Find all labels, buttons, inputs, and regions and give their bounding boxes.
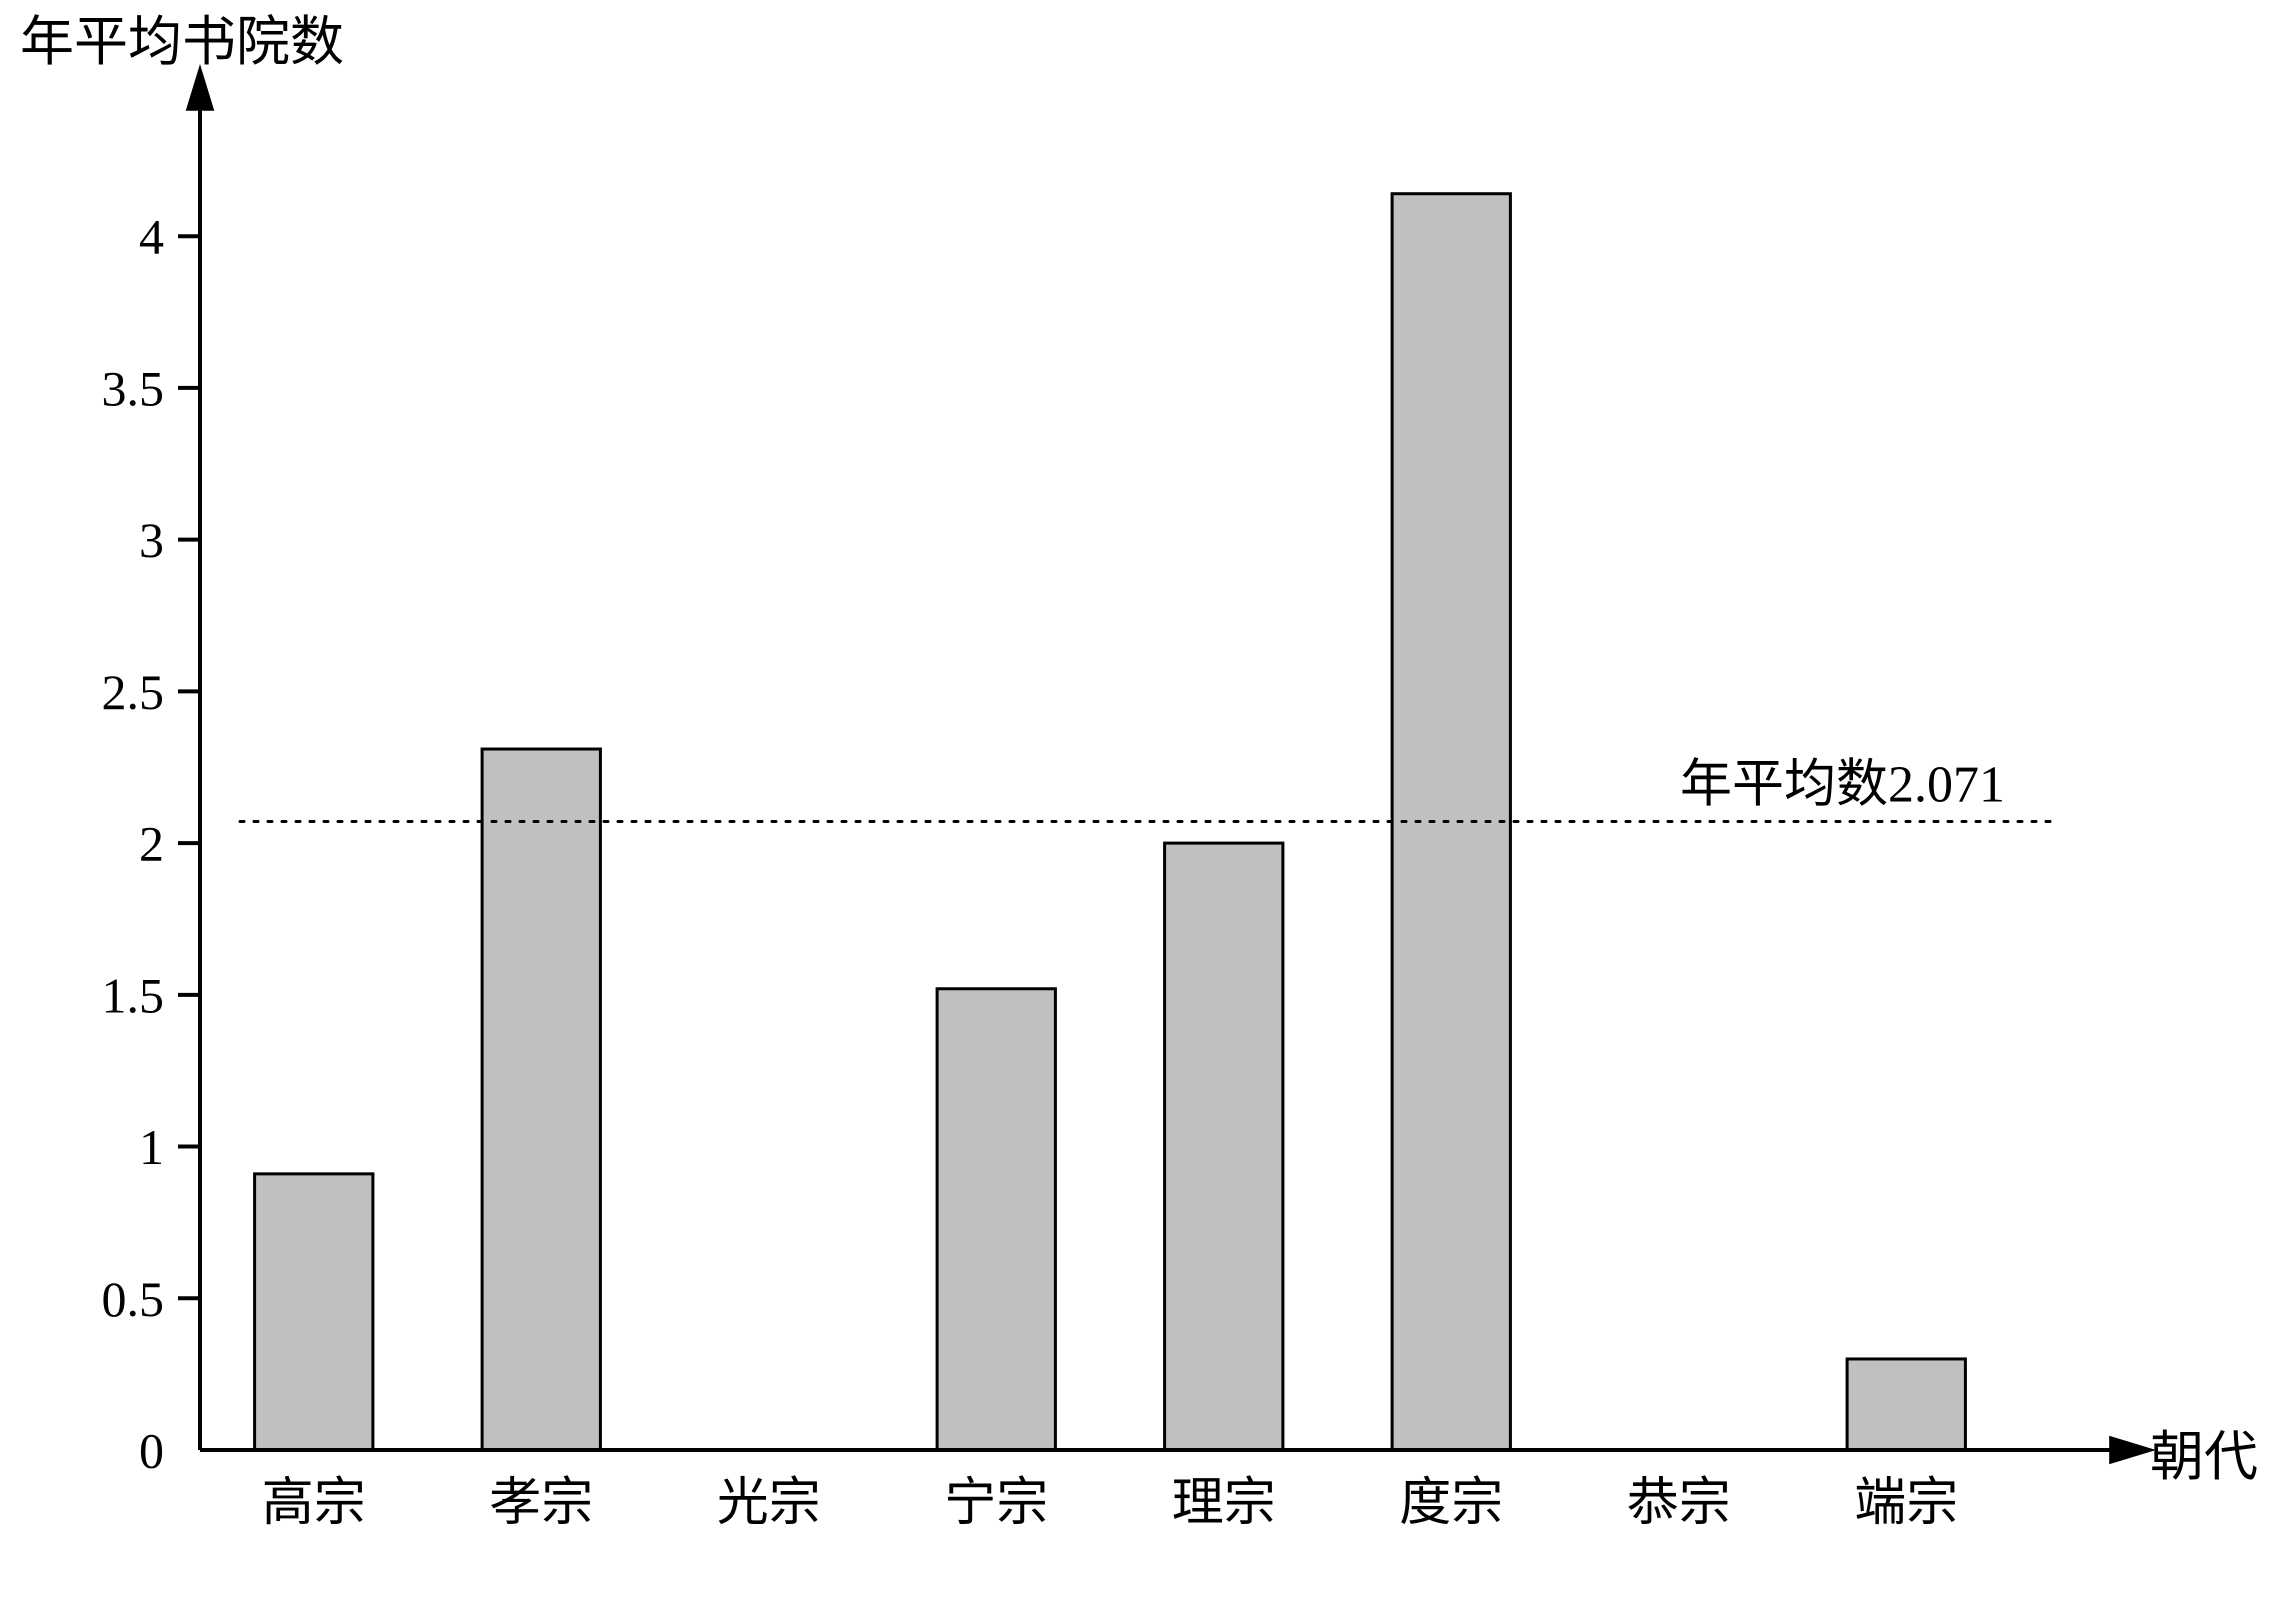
y-axis-title: 年平均书院数 bbox=[20, 12, 344, 72]
category-label: 高宗 bbox=[262, 1474, 366, 1532]
bar bbox=[937, 989, 1055, 1450]
y-tick-label: 4 bbox=[139, 209, 164, 265]
bar bbox=[1847, 1359, 1965, 1450]
bar bbox=[255, 1174, 373, 1450]
category-label: 端宗 bbox=[1854, 1474, 1958, 1532]
bar bbox=[1392, 194, 1510, 1450]
bar bbox=[1165, 843, 1283, 1450]
category-label: 光宗 bbox=[717, 1474, 821, 1532]
category-label: 宁宗 bbox=[944, 1474, 1048, 1532]
y-tick-label: 3 bbox=[139, 512, 164, 568]
category-label: 理宗 bbox=[1172, 1474, 1276, 1532]
category-label: 度宗 bbox=[1399, 1474, 1503, 1532]
y-tick-label: 0.5 bbox=[102, 1271, 165, 1327]
x-axis-title: 朝代 bbox=[2150, 1427, 2258, 1487]
chart-container: 高宗 孝宗 光宗 宁宗 理宗 度宗 恭宗 端宗 年平均数2.071 0 0.5 1 1.5 2 2.5 3 3.… bbox=[0, 0, 2294, 1604]
y-tick-label: 1.5 bbox=[102, 967, 165, 1023]
reference-label: 年平均数2.071 bbox=[1680, 757, 2005, 814]
y-tick-label: 3.5 bbox=[102, 360, 165, 416]
y-tick-label: 2.5 bbox=[102, 664, 165, 720]
y-tick-label: 0 bbox=[139, 1423, 164, 1479]
bar-chart: 高宗 孝宗 光宗 宁宗 理宗 度宗 恭宗 端宗 年平均数2.071 0 0.5 1 1.5 2 2.5 3 3.… bbox=[0, 0, 2294, 1604]
y-tick-label: 2 bbox=[139, 816, 164, 872]
y-tick-label: 1 bbox=[139, 1119, 164, 1175]
category-label: 恭宗 bbox=[1627, 1474, 1731, 1532]
category-label: 孝宗 bbox=[489, 1474, 593, 1532]
bar bbox=[482, 749, 600, 1450]
